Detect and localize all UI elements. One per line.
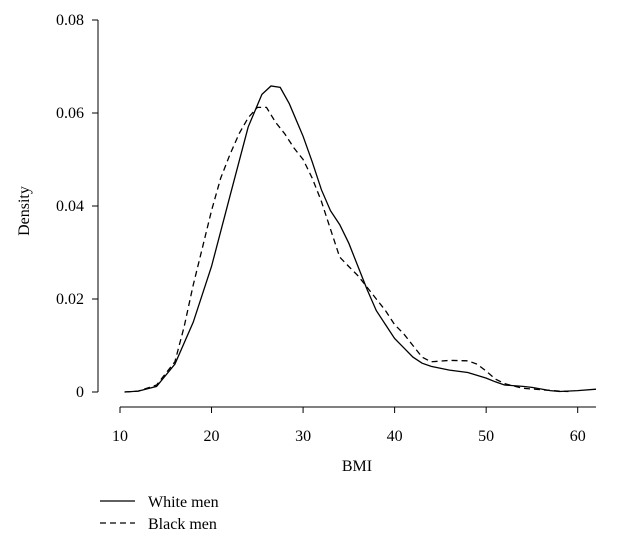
- y-axis-title: Density: [16, 186, 33, 236]
- x-tick-label: 60: [570, 428, 586, 445]
- x-tick-label: 50: [478, 428, 494, 445]
- x-tick-label: 30: [295, 428, 311, 445]
- legend-label-black-men: Black men: [148, 516, 217, 533]
- x-tick-label: 10: [112, 428, 128, 445]
- axes: 10 20 30 40 50 60 0 0.02 0.04 0.06 0.08 BMI Densi…: [16, 12, 596, 475]
- y-ticks: 0 0.02 0.04 0.06 0.08: [56, 12, 98, 401]
- y-tick-label: 0.02: [56, 291, 84, 308]
- series-group: [124, 85, 597, 393]
- x-tick-label: 20: [204, 428, 220, 445]
- y-tick-label: 0.08: [56, 12, 84, 29]
- x-axis-title: BMI: [342, 458, 372, 475]
- series-line-black-men: [124, 106, 569, 393]
- legend-label-white-men: White men: [148, 494, 219, 511]
- x-tick-label: 40: [387, 428, 403, 445]
- y-tick-label: 0: [76, 384, 84, 401]
- series-line-white-men: [124, 85, 597, 393]
- legend: White men Black men: [100, 494, 219, 533]
- y-tick-label: 0.04: [56, 198, 84, 215]
- y-tick-label: 0.06: [56, 105, 84, 122]
- x-ticks: 10 20 30 40 50 60: [112, 407, 586, 445]
